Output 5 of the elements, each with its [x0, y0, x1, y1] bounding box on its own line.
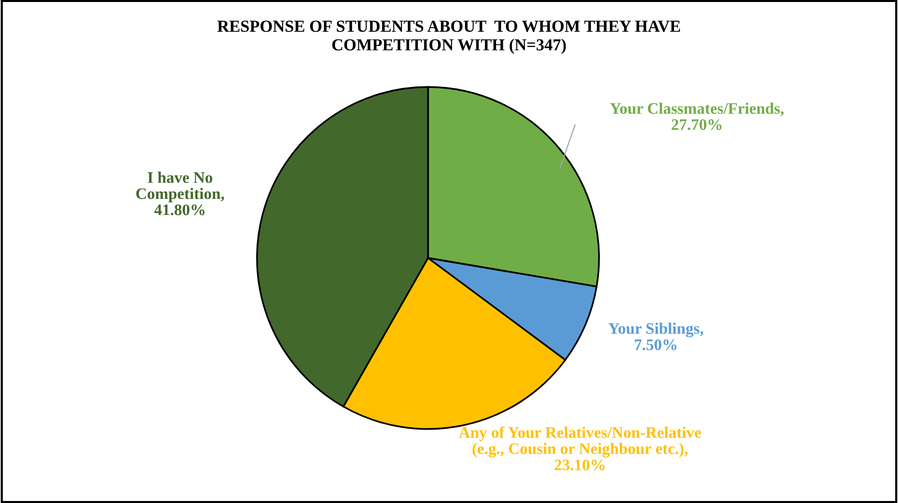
slice-label: Your Classmates/Friends, 27.70%: [610, 102, 784, 130]
slice-label: I have No Competition, 41.80%: [136, 172, 224, 216]
slice-label: Your Siblings, 7.50%: [608, 322, 704, 350]
chart-title: RESPONSE OF STUDENTS ABOUT TO WHOM THEY HAVE COMPETITION WITH (N=347): [217, 20, 680, 54]
slice-label: Any of Your Relatives/Non-Relative (e.g., Cousin or Neighbour etc.), 23.10%: [458, 426, 701, 470]
